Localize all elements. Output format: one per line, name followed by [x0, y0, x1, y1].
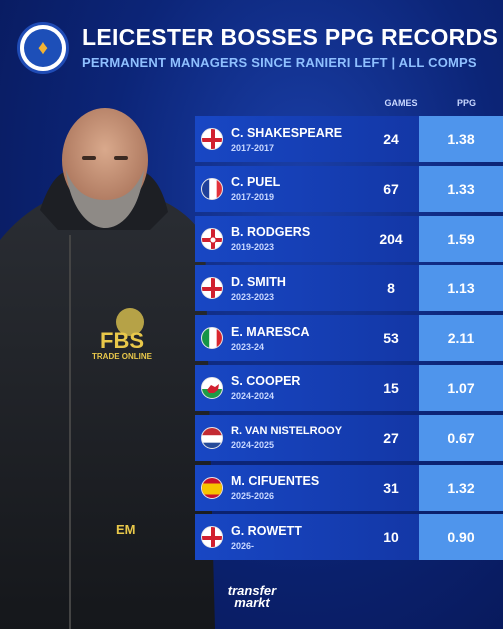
manager-years: 2026- — [231, 540, 255, 551]
transfermarkt-logo: transfer markt — [227, 583, 277, 610]
spain-flag-icon — [201, 476, 223, 499]
manager-years: 2025-2026 — [231, 491, 275, 502]
manager-name: D. SMITH — [231, 274, 286, 289]
manager-info: S. COOPER 2024-2024 15 — [195, 364, 419, 411]
ppg-value: 1.32 — [419, 464, 503, 511]
ppg-value: 1.38 — [419, 116, 503, 162]
games-value: 204 — [379, 230, 403, 247]
table-row: C. SHAKESPEARE 2017-2017 24 1.38 — [195, 116, 503, 162]
ppg-value: 2.11 — [419, 315, 503, 362]
manager-name: C. PUEL — [231, 175, 281, 190]
page-title: LEICESTER BOSSES PPG RECORDS — [82, 24, 499, 50]
games-value: 27 — [383, 429, 399, 446]
records-table: C. SHAKESPEARE 2017-2017 24 1.38 C. PUEL… — [195, 116, 503, 564]
wales-flag-icon — [201, 376, 223, 399]
games-value: 15 — [383, 379, 399, 396]
manager-info: C. SHAKESPEARE 2017-2017 24 — [195, 116, 419, 162]
ppg-value: 0.67 — [419, 414, 503, 461]
manager-years: 2017-2017 — [231, 142, 275, 153]
manager-name: M. CIFUENTES — [231, 474, 320, 489]
manager-name: C. SHAKESPEARE — [231, 125, 343, 140]
fox-icon: ♦ — [24, 29, 62, 67]
games-value: 67 — [383, 180, 399, 197]
england-flag-icon — [201, 128, 223, 150]
manager-name: G. ROWETT — [231, 523, 302, 538]
games-value: 10 — [383, 529, 399, 546]
manager-info: G. ROWETT 2026- 10 — [195, 514, 419, 561]
table-row: C. PUEL 2017-2019 67 1.33 — [195, 165, 503, 212]
manager-info: B. RODGERS 2019-2023 204 — [195, 215, 419, 262]
manager-years: 2023-24 — [231, 341, 265, 352]
games-value: 31 — [383, 479, 399, 496]
ppg-value: 1.13 — [419, 265, 503, 312]
ppg-value: 0.90 — [419, 514, 503, 561]
manager-years: 2019-2023 — [231, 242, 275, 253]
manager-info: M. CIFUENTES 2025-2026 31 — [195, 464, 419, 511]
manager-info: D. SMITH 2023-2023 8 — [195, 265, 419, 312]
ppg-value: 1.59 — [419, 215, 503, 262]
manager-years: 2024-2024 — [231, 391, 275, 402]
manager-name: E. MARESCA — [231, 324, 310, 339]
manager-info: R. VAN NISTELROOY 2024-2025 27 — [195, 414, 419, 461]
ppg-value: 1.33 — [419, 165, 503, 212]
table-row: S. COOPER 2024-2024 15 1.07 — [195, 364, 503, 411]
manager-info: E. MARESCA 2023-24 53 — [195, 315, 419, 362]
england-flag-icon — [201, 277, 223, 300]
italy-flag-icon — [201, 327, 223, 350]
manager-info: C. PUEL 2017-2019 67 — [195, 165, 419, 212]
manager-years: 2023-2023 — [231, 291, 275, 302]
games-value: 53 — [383, 330, 399, 347]
manager-years: 2017-2019 — [231, 192, 275, 203]
header: ♦ LEICESTER BOSSES PPG RECORDS PERMANENT… — [0, 0, 503, 92]
jacket-sponsor: FBS TRADE ONLINE — [92, 328, 152, 362]
games-column-header: GAMES — [384, 98, 418, 108]
france-flag-icon — [201, 177, 223, 200]
table-row: E. MARESCA 2023-24 53 2.11 — [195, 315, 503, 362]
games-value: 8 — [387, 280, 395, 297]
jacket-initials: EM — [116, 522, 136, 537]
manager-name: B. RODGERS — [231, 225, 311, 240]
manager-name: S. COOPER — [231, 374, 301, 389]
page-subtitle: PERMANENT MANAGERS SINCE RANIERI LEFT | … — [82, 55, 477, 70]
table-row: D. SMITH 2023-2023 8 1.13 — [195, 265, 503, 312]
northern-ireland-flag-icon — [201, 227, 223, 250]
manager-years: 2024-2025 — [231, 440, 275, 451]
games-value: 24 — [383, 131, 399, 147]
club-crest-icon: ♦ — [17, 22, 69, 74]
manager-photo — [0, 108, 215, 629]
table-row: M. CIFUENTES 2025-2026 31 1.32 — [195, 464, 503, 511]
netherlands-flag-icon — [201, 426, 223, 449]
table-row: R. VAN NISTELROOY 2024-2025 27 0.67 — [195, 414, 503, 461]
ppg-value: 1.07 — [419, 364, 503, 411]
manager-name: R. VAN NISTELROOY — [231, 425, 343, 438]
table-row: B. RODGERS 2019-2023 204 1.59 — [195, 215, 503, 262]
table-row: G. ROWETT 2026- 10 0.90 — [195, 514, 503, 561]
ppg-column-header: PPG — [456, 98, 476, 108]
england-flag-icon — [201, 526, 223, 549]
